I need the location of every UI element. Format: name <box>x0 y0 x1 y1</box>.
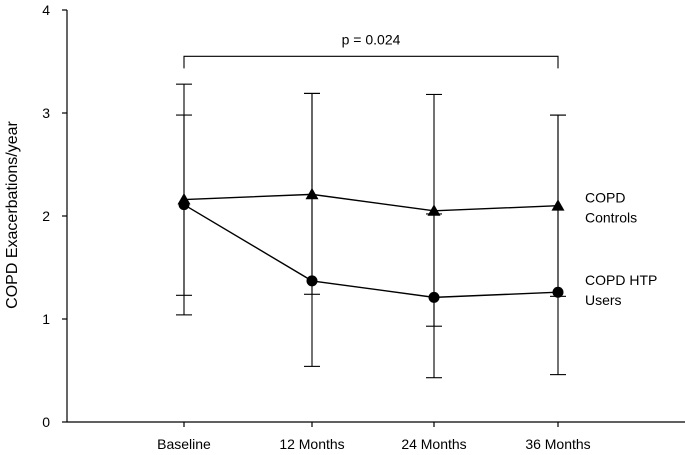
series-label-line: Controls <box>585 210 637 226</box>
circle-marker-copd-htp-users <box>552 286 564 298</box>
bracket-line <box>183 55 559 69</box>
triangle-marker-copd-controls <box>551 199 565 211</box>
circle-marker-copd-htp-users <box>428 291 440 303</box>
significance-bracket: p = 0.024 <box>183 31 559 69</box>
x-tick-label: 24 Months <box>401 436 466 452</box>
x-tick-label: 36 Months <box>525 436 590 452</box>
y-tick-label: 2 <box>42 208 50 224</box>
series-label-line: COPD HTP <box>585 272 657 288</box>
series-label-copd-htp-users: COPD HTP Users <box>585 272 657 308</box>
x-tick-label: Baseline <box>157 436 211 452</box>
series-label-line: Users <box>585 292 622 308</box>
series-label-line: COPD <box>585 190 625 206</box>
y-tick-label: 0 <box>42 414 50 430</box>
series-markers <box>177 187 565 303</box>
series-line-copd-controls <box>183 193 559 212</box>
x-tick-label: 12 Months <box>279 436 344 452</box>
y-axis-label: COPD Exacerbations/year <box>4 121 21 309</box>
error-bars <box>176 83 566 379</box>
triangle-marker-copd-controls <box>427 204 441 216</box>
y-tick-label: 4 <box>42 2 50 18</box>
series-labels: COPD Controls COPD HTP Users <box>585 190 657 309</box>
axes: 0 1 2 3 4 Baseline 12 Months 24 Months 36 Months <box>42 2 685 452</box>
y-tick-label: 1 <box>42 311 50 327</box>
series-lines <box>183 193 559 299</box>
series-label-copd-controls: COPD Controls <box>585 190 637 226</box>
p-value-annotation: p = 0.024 <box>342 31 401 47</box>
circle-marker-copd-htp-users <box>306 275 318 287</box>
circle-marker-copd-htp-users <box>178 199 190 211</box>
series-line-copd-htp-users <box>183 204 559 299</box>
y-tick-label: 3 <box>42 105 50 121</box>
triangle-marker-copd-controls <box>305 187 319 200</box>
